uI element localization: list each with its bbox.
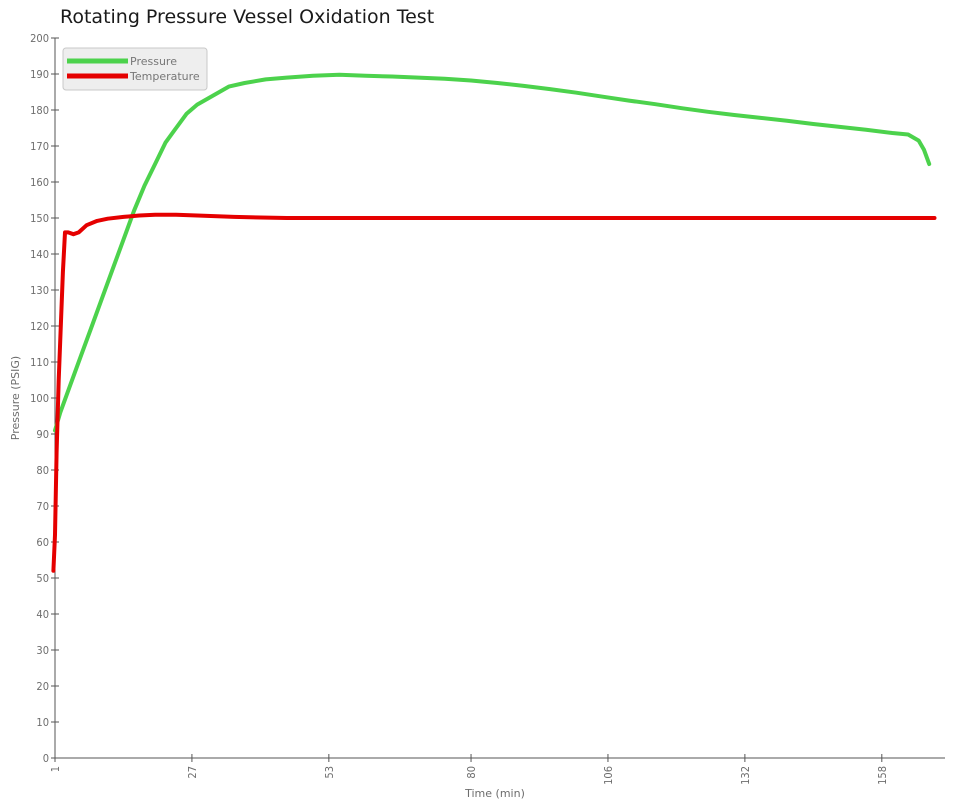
y-tick-label: 200 — [30, 32, 49, 45]
y-tick-label: 150 — [30, 212, 49, 225]
y-tick-label: 70 — [36, 500, 49, 513]
y-tick-label: 110 — [30, 356, 49, 369]
series-line-temperature — [51, 212, 937, 573]
y-tick-label: 160 — [30, 176, 49, 189]
y-axis-title: Pressure (PSIG) — [9, 356, 22, 440]
y-tick-label: 170 — [30, 140, 49, 153]
y-tick-label: 50 — [36, 572, 49, 585]
x-tick-label: 53 — [323, 766, 336, 779]
y-tick-label: 30 — [36, 644, 49, 657]
y-tick-label: 100 — [30, 392, 49, 405]
x-tick-label: 27 — [186, 766, 199, 779]
y-tick-label: 120 — [30, 320, 49, 333]
legend-label-temperature: Temperature — [129, 70, 200, 83]
legend: Pressure Temperature — [62, 47, 208, 91]
y-tick-label: 0 — [43, 752, 49, 765]
y-tick-label: 90 — [36, 428, 49, 441]
y-tick-label: 60 — [36, 536, 49, 549]
y-tick-label: 40 — [36, 608, 49, 621]
y-tick-label: 80 — [36, 464, 49, 477]
series-line-pressure — [53, 72, 932, 433]
legend-label-pressure: Pressure — [130, 55, 177, 68]
x-tick-label: 132 — [739, 766, 752, 785]
y-tick-label: 190 — [30, 68, 49, 81]
x-tick-label: 106 — [602, 766, 615, 785]
y-tick-label: 140 — [30, 248, 49, 261]
y-tick-label: 130 — [30, 284, 49, 297]
y-tick-label: 180 — [30, 104, 49, 117]
y-tick-label: 20 — [36, 680, 49, 693]
x-tick-label: 80 — [465, 766, 478, 779]
x-tick-label: 1 — [49, 766, 62, 772]
y-tick-label: 10 — [36, 716, 49, 729]
x-tick-label: 158 — [876, 766, 889, 785]
x-axis-title: Time (min) — [464, 787, 525, 800]
chart-title: Rotating Pressure Vessel Oxidation Test — [60, 6, 435, 28]
